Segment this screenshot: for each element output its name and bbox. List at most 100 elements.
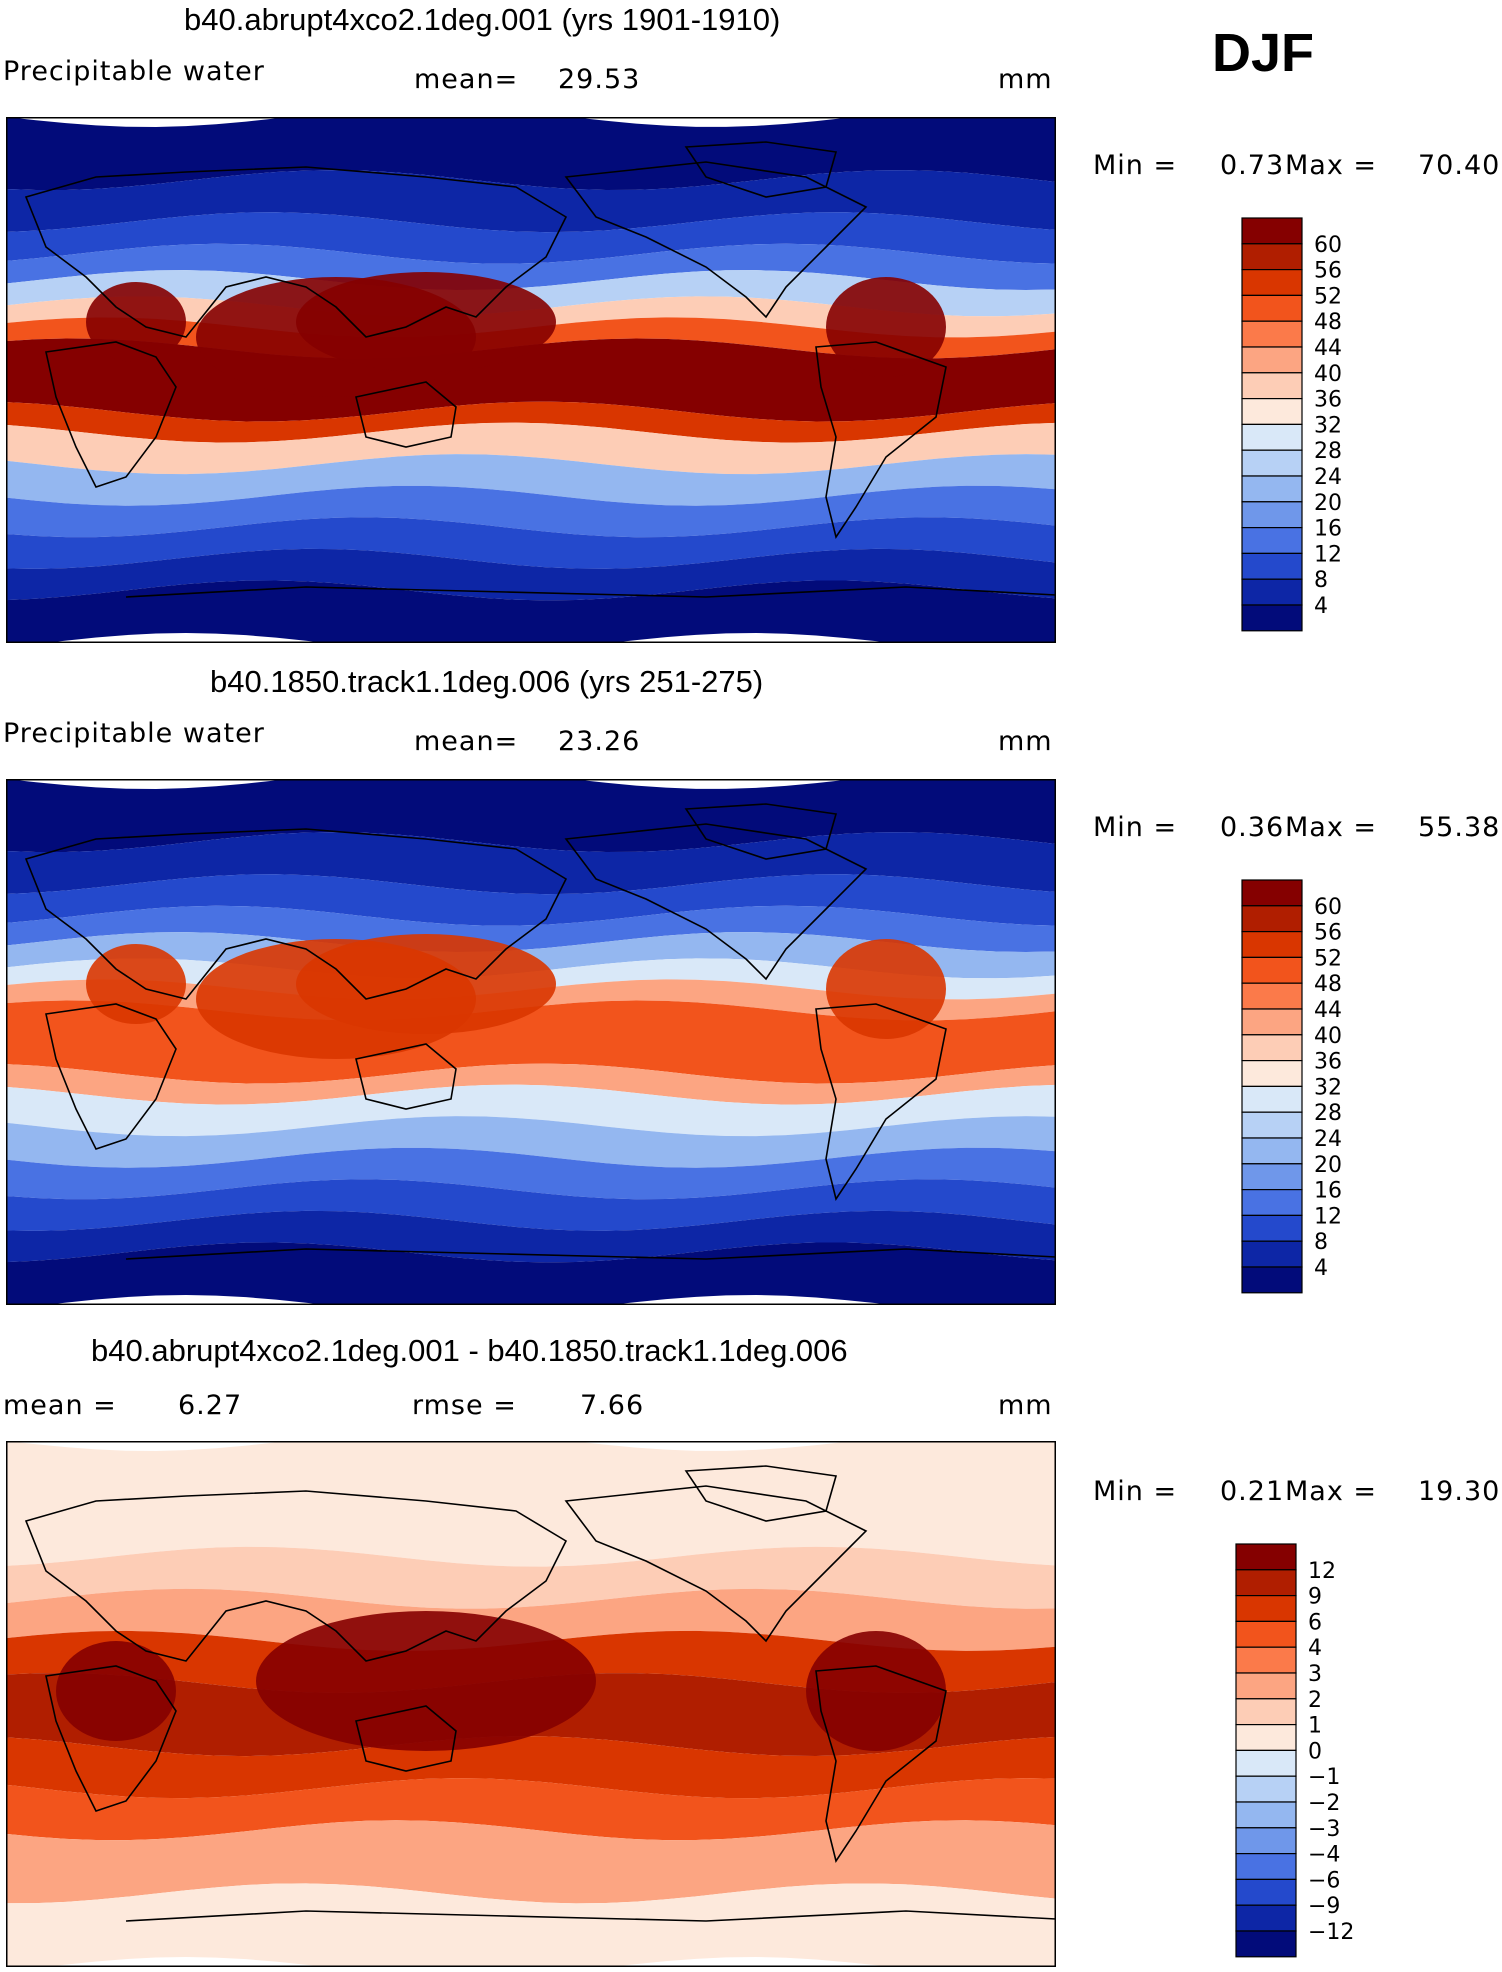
units-label: mm <box>998 1390 1053 1421</box>
colorbar-tick-label: 9 <box>1308 1585 1322 1610</box>
max-value: 55.38 <box>1418 812 1501 843</box>
season-label: DJF <box>1212 23 1315 83</box>
min-label: Min = <box>1093 150 1178 181</box>
colorbar-tick-label: −9 <box>1308 1894 1340 1919</box>
colorbar-tick-label: 12 <box>1314 1204 1342 1229</box>
colorbar-swatch <box>1235 1724 1297 1752</box>
colorbar-swatch <box>1241 604 1303 632</box>
colorbar-swatch <box>1241 1214 1303 1242</box>
colorbar-tick-label: 3 <box>1308 1662 1322 1687</box>
units-label: mm <box>998 726 1053 757</box>
max-label: Max = <box>1285 150 1378 181</box>
colorbar-swatch <box>1235 1930 1297 1958</box>
colorbar-tick-label: 60 <box>1314 895 1342 920</box>
colorbar-tick-label: 20 <box>1314 491 1342 516</box>
colorbar-tick-label: 36 <box>1314 1050 1342 1075</box>
colorbar-tick-label: 48 <box>1314 972 1342 997</box>
colorbar-swatch <box>1235 1801 1297 1829</box>
colorbar-swatch <box>1241 578 1303 606</box>
colorbar-tick-label: 4 <box>1314 1256 1328 1281</box>
colorbar-tick-label: 20 <box>1314 1153 1342 1178</box>
panel-title: b40.abrupt4xco2.1deg.001 - b40.1850.trac… <box>91 1333 848 1368</box>
colorbar-tick-label: 24 <box>1314 465 1342 490</box>
max-label: Max = <box>1285 1476 1378 1507</box>
mean-value: 29.53 <box>558 64 641 95</box>
colorbar-swatch <box>1235 1594 1297 1622</box>
colorbar-tick-label: 36 <box>1314 388 1342 413</box>
colorbar-swatch <box>1235 1646 1297 1674</box>
min-value: 0.36 <box>1220 812 1285 843</box>
colorbar-swatch <box>1241 320 1303 348</box>
colorbar-tick-label: 32 <box>1314 1075 1342 1100</box>
panel-title: b40.abrupt4xco2.1deg.001 (yrs 1901-1910) <box>184 2 781 37</box>
colorbar-swatch <box>1241 268 1303 296</box>
colorbar-swatch <box>1241 243 1303 271</box>
colorbar-tick-label: 0 <box>1308 1739 1322 1764</box>
max-value: 70.40 <box>1418 150 1501 181</box>
colorbar-tick-label: −3 <box>1308 1817 1340 1842</box>
colorbar-swatch <box>1241 475 1303 503</box>
colorbar-tick-label: 48 <box>1314 310 1342 335</box>
colorbar-tick-label: 44 <box>1314 998 1342 1023</box>
colorbar-swatch <box>1235 1878 1297 1906</box>
colorbar-tick-label: 52 <box>1314 284 1342 309</box>
colorbar-tick-label: 6 <box>1308 1610 1322 1635</box>
max-label: Max = <box>1285 812 1378 843</box>
min-label: Min = <box>1093 1476 1178 1507</box>
colorbar-swatch <box>1241 1240 1303 1268</box>
colorbar-swatch <box>1241 527 1303 555</box>
colorbar-tick-label: −6 <box>1308 1868 1340 1893</box>
colorbar-tick-label: 12 <box>1308 1559 1336 1584</box>
colorbar-tick-label: 52 <box>1314 946 1342 971</box>
colorbar-tick-label: 56 <box>1314 259 1342 284</box>
rmse-value: 7.66 <box>580 1390 645 1421</box>
colorbar-swatch <box>1241 346 1303 374</box>
colorbar-swatch <box>1235 1827 1297 1855</box>
colorbar-swatch <box>1241 1266 1303 1294</box>
colorbar-tick-label: 4 <box>1314 594 1328 619</box>
colorbar-tick-label: −4 <box>1308 1843 1340 1868</box>
mean-value: 23.26 <box>558 726 641 757</box>
colorbar-swatch <box>1241 930 1303 958</box>
colorbar-tick-label: 32 <box>1314 413 1342 438</box>
colorbar-swatch <box>1241 1111 1303 1139</box>
colorbar-swatch <box>1235 1569 1297 1597</box>
colorbar-tick-label: 40 <box>1314 1024 1342 1049</box>
colorbar-swatch <box>1241 1085 1303 1113</box>
colorbar-swatch <box>1235 1620 1297 1648</box>
colorbar-tick-label: 4 <box>1308 1636 1322 1661</box>
panel-title: b40.1850.track1.1deg.006 (yrs 251-275) <box>210 664 764 699</box>
min-value: 0.21 <box>1220 1476 1285 1507</box>
colorbar-swatch <box>1241 956 1303 984</box>
colorbar-swatch <box>1241 217 1303 245</box>
colorbar-swatch <box>1241 449 1303 477</box>
colorbar-swatch <box>1235 1672 1297 1700</box>
colorbar-swatch <box>1241 1137 1303 1165</box>
units-label: mm <box>998 64 1053 95</box>
colorbar-swatch <box>1241 294 1303 322</box>
colorbar-swatch <box>1241 552 1303 580</box>
colorbar-tick-label: 40 <box>1314 362 1342 387</box>
map-future <box>6 117 1056 643</box>
rmse-label: rmse = <box>412 1390 517 1421</box>
colorbar-tick-label: −2 <box>1308 1791 1340 1816</box>
colorbar-tick-label: 28 <box>1314 439 1342 464</box>
colorbar-swatch <box>1241 879 1303 907</box>
colorbar-tick-label: 44 <box>1314 336 1342 361</box>
colorbar-swatch <box>1241 1034 1303 1062</box>
colorbar-swatch <box>1241 398 1303 426</box>
colorbar-swatch <box>1235 1775 1297 1803</box>
variable-label: Precipitable water <box>3 718 265 749</box>
min-label: Min = <box>1093 812 1178 843</box>
colorbar-tick-label: 16 <box>1314 517 1342 542</box>
mean-label: mean= <box>414 726 519 757</box>
max-value: 19.30 <box>1418 1476 1501 1507</box>
map-control <box>6 779 1056 1305</box>
colorbar-swatch <box>1241 1163 1303 1191</box>
colorbar-swatch <box>1241 1060 1303 1088</box>
mean-label: mean = <box>3 1390 117 1421</box>
colorbar-swatch <box>1235 1904 1297 1932</box>
